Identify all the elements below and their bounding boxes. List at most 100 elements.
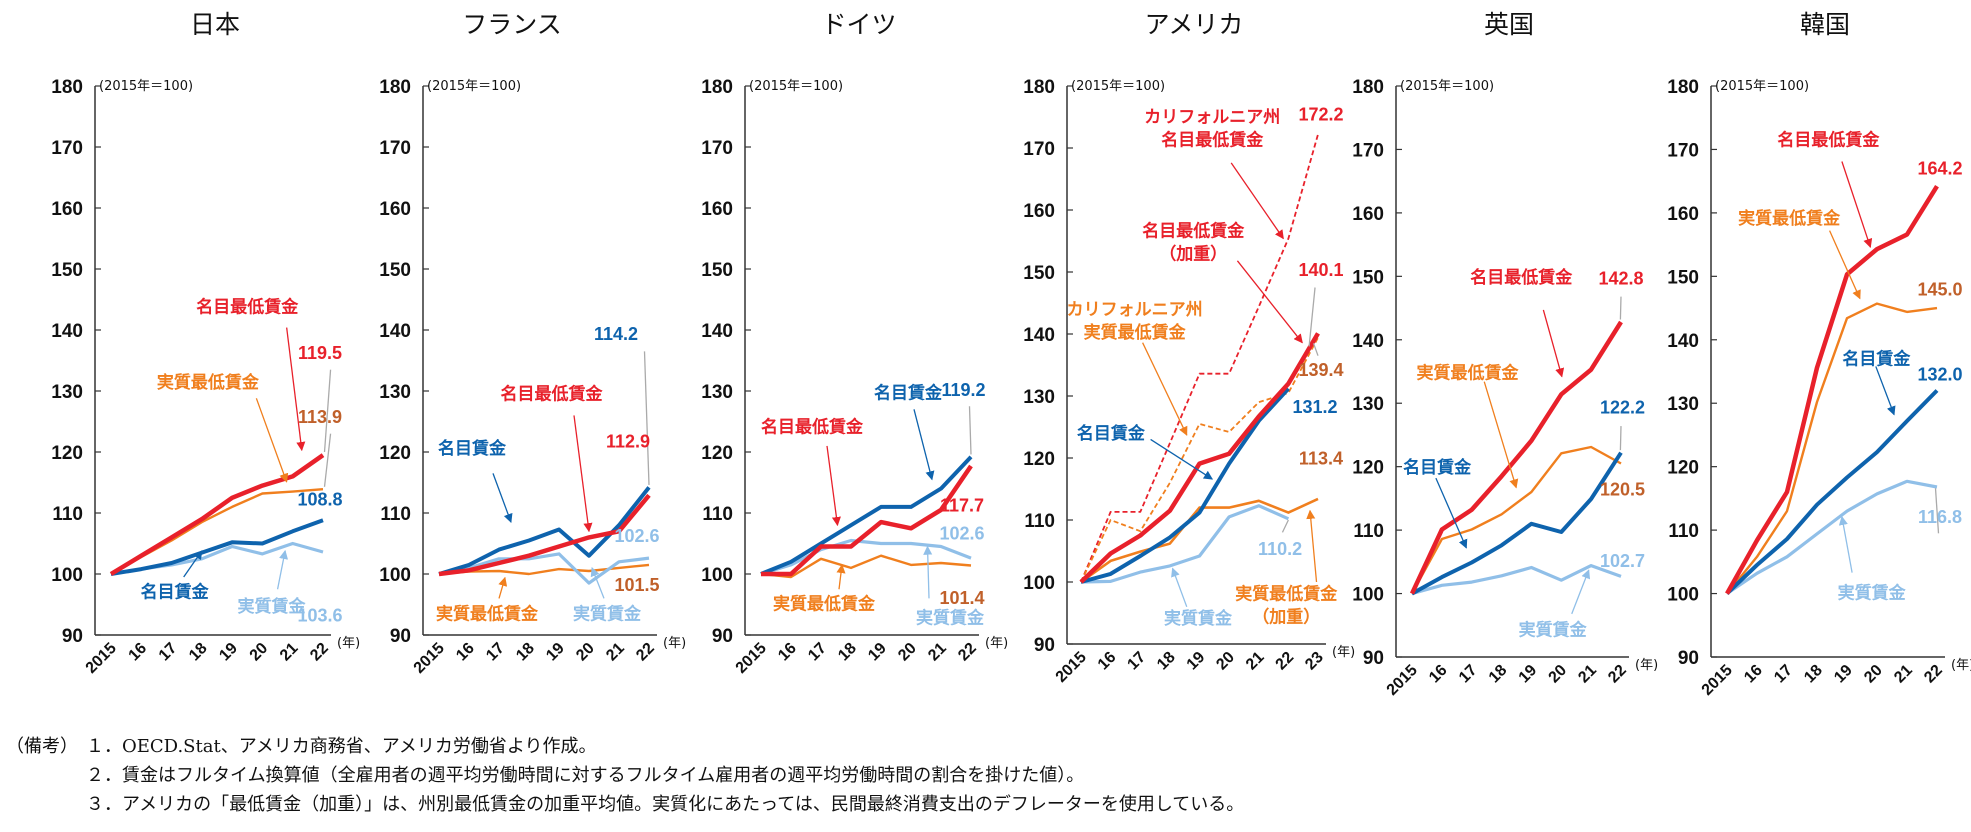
series-line [760, 455, 973, 576]
value-label: 119.5 [298, 343, 342, 363]
value-label: 142.8 [1598, 268, 1643, 288]
y-tick-label: 180 [1667, 77, 1699, 98]
unit-label: (2015年＝100) [427, 79, 521, 94]
note-row-3: ３．アメリカの「最低賃金（加重）」は、州別最低賃金の加重平均値。実質化にあたって… [6, 790, 1244, 819]
arrow-annotation [1171, 567, 1188, 608]
value-label: 122.2 [1600, 398, 1645, 418]
y-tick-label: 90 [1363, 648, 1384, 669]
x-tick-label: 2015 [83, 640, 120, 677]
value-label: 116.8 [1918, 507, 1962, 527]
x-tick-label: 17 [483, 640, 508, 665]
x-tick-label: 21 [603, 640, 628, 665]
arrow-annotation [498, 576, 508, 599]
x-tick-label: 18 [835, 640, 860, 665]
note-row-1: （備考） １．OECD.Stat、アメリカ商務省、アメリカ労働省より作成。 [6, 732, 1244, 761]
arrow-annotation [826, 445, 841, 527]
x-unit-label: (年) [1951, 658, 1971, 673]
series-line [760, 554, 972, 579]
value-label: 101.4 [939, 588, 984, 608]
series-line [438, 552, 650, 585]
arrow-annotation [183, 550, 203, 578]
value-label: 108.8 [297, 490, 342, 510]
arrow-annotation [1483, 381, 1519, 489]
value-label: 114.2 [594, 324, 638, 344]
panel-5: 韓国 90 100 110 120 130 140 150 160 170 180 (2015年＝10… [1667, 10, 1971, 699]
leader-line [323, 433, 332, 487]
y-tick-label: 170 [51, 138, 83, 159]
series-line [1080, 504, 1290, 584]
x-tick-label: 2015 [1384, 662, 1421, 699]
series-label: 名目最低賃金 [1161, 130, 1264, 151]
value-label: 140.1 [1298, 260, 1343, 280]
y-tick-label: 120 [1023, 449, 1055, 470]
unit-label: (2015年＝100) [1071, 79, 1165, 94]
notes: （備考） １．OECD.Stat、アメリカ商務省、アメリカ労働省より作成。 ２．… [6, 732, 1244, 819]
y-tick-label: 100 [51, 565, 83, 586]
arrow-annotation [255, 398, 289, 483]
series-label: カリフォルニア州 [1144, 108, 1280, 128]
series-label: 実質最低賃金 [1417, 362, 1520, 383]
x-tick-label: 2015 [1699, 662, 1736, 699]
series-line [1726, 479, 1938, 595]
note-2: ２．賃金はフルタイム換算値（全雇用者の週平均労働時間に対するフルタイム雇用者の週… [86, 765, 1085, 786]
leader-line [1281, 519, 1289, 533]
x-tick-label: 16 [1095, 649, 1120, 674]
x-tick-label: 18 [513, 640, 538, 665]
x-tick-label: 19 [543, 640, 568, 665]
x-tick-label: 20 [1546, 662, 1571, 687]
series-label: 実質最低賃金 [436, 603, 539, 624]
y-tick-label: 110 [1668, 521, 1699, 542]
x-tick-label: 21 [277, 640, 302, 665]
arrow-annotation [836, 563, 846, 590]
panel-title: 英国 [1484, 10, 1534, 39]
y-tick-label: 130 [1667, 394, 1699, 415]
value-label: 102.7 [1600, 551, 1645, 571]
x-unit-label: (年) [1635, 658, 1658, 673]
x-tick-label: 17 [805, 640, 830, 665]
y-tick-label: 160 [51, 199, 83, 220]
y-tick-label: 150 [701, 260, 733, 281]
y-tick-label: 120 [379, 443, 411, 464]
series-line [761, 464, 973, 577]
series-label: 名目最低賃金 [1142, 221, 1245, 242]
y-tick-label: 180 [1023, 77, 1055, 98]
series-label: 実質最低賃金 [157, 372, 260, 393]
note-3: ３．アメリカの「最低賃金（加重）」は、州別最低賃金の加重平均値。実質化にあたって… [86, 794, 1245, 815]
y-tick-label: 160 [1667, 204, 1699, 225]
series-label: 名目賃金 [438, 438, 507, 459]
x-tick-label: 22 [1273, 649, 1298, 674]
leader-line [1312, 343, 1319, 356]
value-label: 113.9 [298, 407, 342, 427]
x-tick-label: 2015 [411, 640, 448, 677]
arrow-annotation [276, 549, 289, 590]
x-unit-label: (年) [1332, 645, 1355, 660]
y-tick-label: 150 [379, 260, 411, 281]
series-line [438, 493, 651, 577]
value-label: 145.0 [1917, 280, 1962, 300]
x-tick-label: 20 [1861, 662, 1886, 687]
y-tick-label: 100 [1667, 585, 1699, 606]
x-tick-label: 22 [1605, 662, 1630, 687]
series-label: 名目賃金 [1842, 348, 1911, 369]
x-tick-label: 21 [1891, 662, 1916, 687]
series-label: 名目最低賃金 [501, 384, 604, 405]
panel-title: フランス [462, 10, 562, 39]
y-tick-label: 150 [51, 260, 83, 281]
unit-label: (2015年＝100) [749, 79, 843, 94]
y-tick-label: 180 [379, 77, 411, 98]
value-label: 139.4 [1298, 360, 1343, 380]
wage-comparison-charts: 日本 90 100 110 120 130 140 150 160 170 180 (2015年＝10… [51, 10, 1971, 699]
value-label: 112.9 [606, 432, 650, 452]
y-tick-label: 110 [702, 504, 733, 525]
series-label: 名目賃金 [874, 382, 943, 403]
x-tick-label: 2015 [733, 640, 770, 677]
x-tick-label: 18 [1801, 662, 1826, 687]
note-1: １．OECD.Stat、アメリカ商務省、アメリカ労働省より作成。 [86, 736, 597, 757]
series-label: 実質賃金 [916, 608, 985, 629]
y-tick-label: 90 [1034, 635, 1055, 656]
series-label: 名目賃金 [1403, 457, 1472, 478]
x-tick-label: 16 [775, 640, 800, 665]
y-tick-label: 150 [1023, 263, 1055, 284]
value-label: 120.5 [1600, 480, 1645, 500]
y-tick-label: 90 [390, 626, 411, 647]
